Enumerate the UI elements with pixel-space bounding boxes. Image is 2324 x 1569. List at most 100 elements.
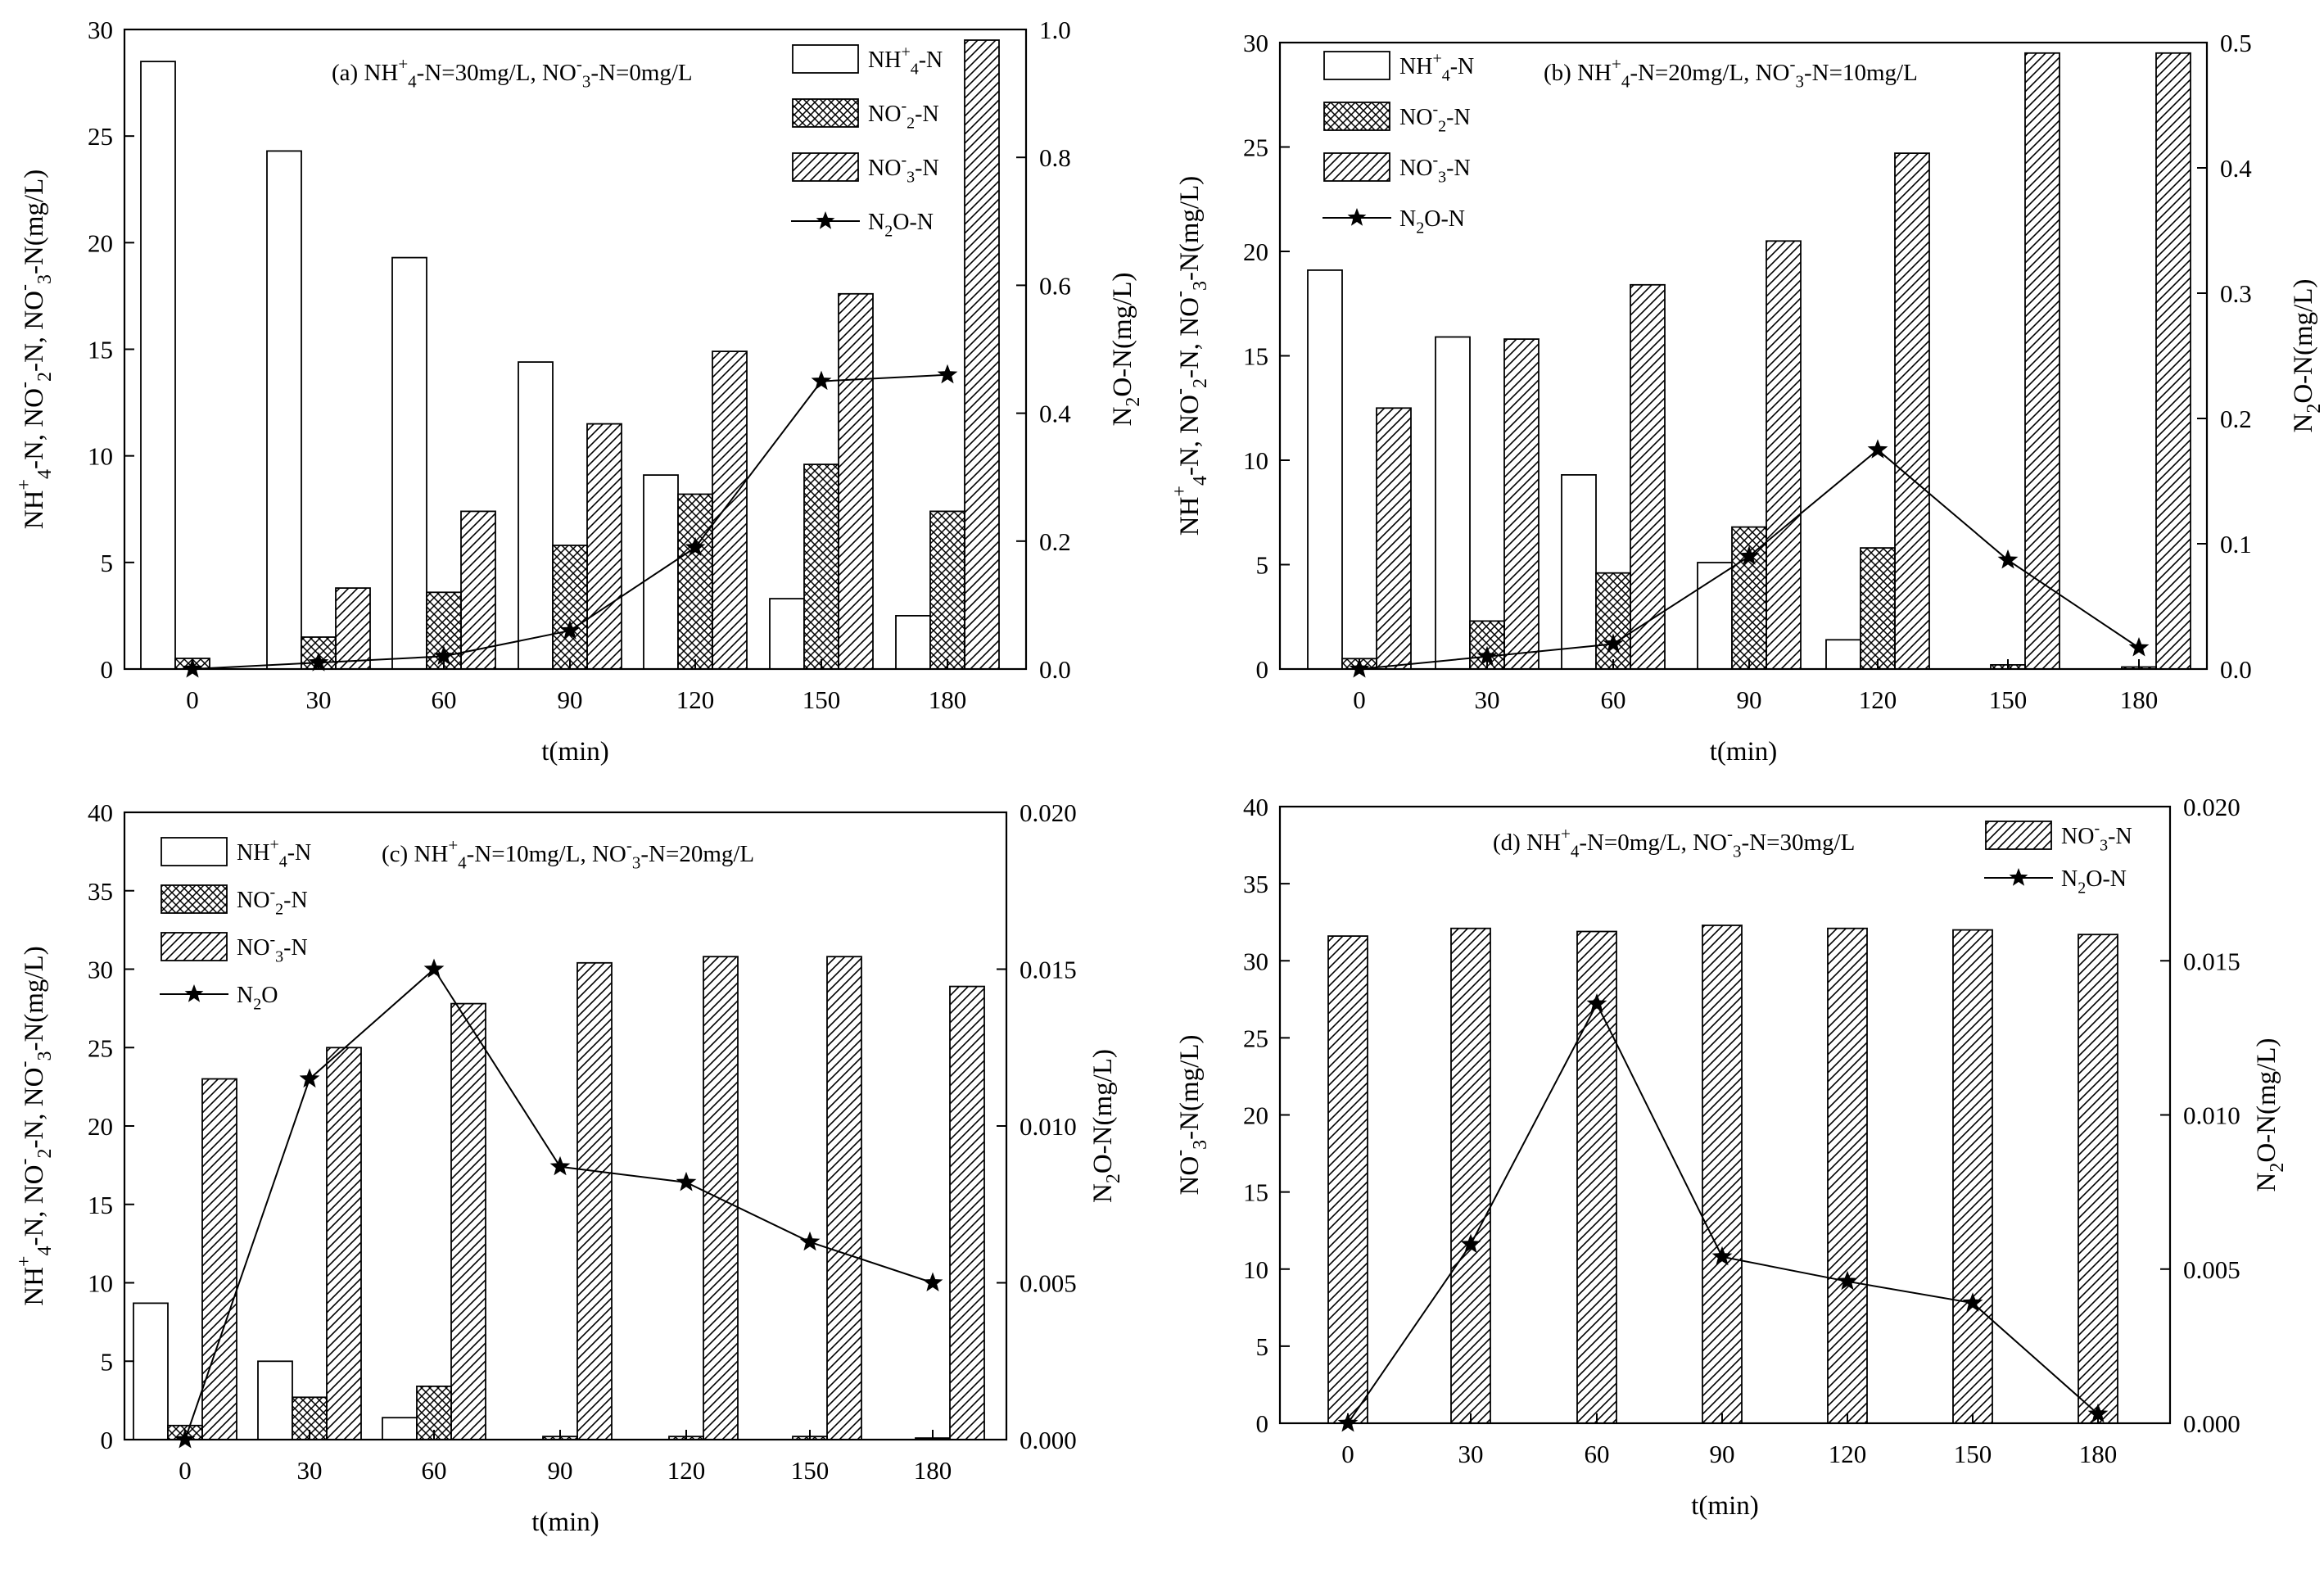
bar-d-diagonal-60: [1576, 930, 1617, 1424]
bar-b-empty-0: [1307, 269, 1343, 670]
ytick-right-label-b-0.1: 0.1: [2220, 530, 2252, 558]
point-c-n2o-120: [676, 1171, 697, 1191]
xtick-label-b-120: 120: [1859, 685, 1897, 714]
legend-b: NH+4​-N NO-2​-N NO-3​-N N2O-N: [1323, 49, 1474, 237]
ytick-right-label-b-0.0: 0.0: [2220, 655, 2252, 684]
legend-swatch-c-crosshatch: [161, 884, 228, 914]
bar-a-empty-150: [769, 598, 805, 670]
ytick-label-d-20: 20: [1243, 1101, 1268, 1130]
legend-label-c-1: NO-2​-N: [237, 883, 308, 918]
point-b-n2o-120: [1867, 439, 1888, 459]
bar-b-diagonal-120: [1894, 152, 1930, 670]
ytick-label-c-10: 10: [88, 1269, 113, 1298]
point-b-n2o-150: [1997, 549, 2019, 569]
ytick-right-label-a-0.6: 0.6: [1039, 271, 1071, 300]
bar-c-diagonal-180: [949, 985, 985, 1440]
point-d-n2o-30: [1460, 1233, 1481, 1254]
legend-label-b-1: NO-2​-N: [1399, 100, 1471, 135]
bar-c-empty-30: [257, 1360, 293, 1441]
bar-c-diagonal-90: [576, 961, 613, 1440]
ytick-right-label-d-0.020: 0.020: [2183, 793, 2240, 821]
ytick-label-d-5: 5: [1256, 1332, 1269, 1361]
bar-c-empty-60: [382, 1417, 418, 1440]
ytick-right-label-b-0.4: 0.4: [2220, 154, 2252, 183]
ytick-label-a-5: 5: [101, 549, 114, 577]
ytick-right-label-a-0.0: 0.0: [1039, 655, 1071, 684]
legend-swatch-b-diagonal: [1323, 152, 1390, 182]
panel-c: 0 5 10 15 20 25 30 35 40 0.000 0.005 0.010 0.015 0.02…: [14, 798, 1124, 1537]
point-c-n2o-60: [423, 958, 445, 978]
point-a-n2o-60: [433, 645, 454, 665]
point-c-n2o-90: [549, 1155, 571, 1176]
point-a-n2o-150: [811, 370, 832, 391]
legend-swatch-b-crosshatch: [1323, 102, 1390, 131]
x-axis-label-a: t(min): [541, 737, 608, 766]
legend-label-d-0: NO-3​-N: [2061, 819, 2132, 854]
xtick-label-c-90: 90: [548, 1456, 573, 1485]
ytick-label-b-20: 20: [1243, 237, 1268, 266]
bar-a-diagonal-150: [838, 292, 874, 670]
xtick-label-d-30: 30: [1458, 1440, 1484, 1468]
ytick-label-d-25: 25: [1243, 1024, 1268, 1052]
panel-annotation-b: (b) NH+4​-N=20mg/L, NO-3​-N=10mg/L: [1544, 54, 1918, 92]
ytick-right-label-c-0.015: 0.015: [1020, 956, 1077, 984]
legend-label-c-2: NO-3​-N: [237, 930, 308, 965]
bar-d-diagonal-150: [1952, 929, 1993, 1424]
xtick-label-d-150: 150: [1954, 1440, 1992, 1468]
bar-a-diagonal-60: [460, 510, 496, 670]
legend-star-icon-d: [2009, 868, 2028, 886]
bar-a-empty-30: [266, 150, 302, 670]
bar-b-empty-30: [1435, 336, 1471, 670]
point-a-n2o-90: [559, 620, 581, 640]
point-a-n2o-180: [937, 364, 958, 384]
line-c-n2o: [184, 967, 934, 1440]
bar-c-diagonal-150: [826, 956, 862, 1440]
ytick-label-d-15: 15: [1243, 1178, 1268, 1207]
bar-b-diagonal-60: [1630, 283, 1666, 670]
legend-star-icon-b: [1347, 208, 1367, 226]
ytick-right-label-c-0.020: 0.020: [1020, 798, 1077, 827]
ytick-right-label-a-0.2: 0.2: [1039, 527, 1071, 556]
xtick-label-c-150: 150: [791, 1456, 830, 1485]
panel-a: 0 5 10 15 20 25 30 0.0 0.2 0.4 0.6 0.8 1.0 0 30 60 90 120…: [14, 16, 1144, 766]
y-axis-right-label-c: N2O-N(mg/L): [1088, 1049, 1124, 1203]
bar-a-crosshatch-150: [803, 463, 839, 670]
ytick-label-a-30: 30: [88, 16, 113, 44]
ytick-right-label-c-0.005: 0.005: [1020, 1269, 1077, 1298]
point-b-n2o-30: [1476, 645, 1498, 666]
xtick-label-a-120: 120: [676, 685, 715, 714]
ytick-right-label-b-0.2: 0.2: [2220, 405, 2252, 433]
xtick-label-d-180: 180: [2079, 1440, 2118, 1468]
ytick-label-b-5: 5: [1256, 551, 1269, 580]
bar-b-diagonal-0: [1376, 407, 1412, 670]
ytick-right-label-d-0.005: 0.005: [2183, 1255, 2240, 1284]
xtick-label-c-30: 30: [297, 1456, 323, 1485]
ytick-right-label-b-0.5: 0.5: [2220, 29, 2252, 57]
ytick-label-a-20: 20: [88, 228, 113, 257]
legend-d: NO-3​-N N2O-N: [1984, 819, 2132, 897]
ytick-label-b-30: 30: [1243, 29, 1268, 57]
ytick-label-c-30: 30: [88, 956, 113, 984]
y-axis-label-d: NO-3​-N(mg/L): [1169, 1035, 1211, 1196]
x-axis-label-c: t(min): [531, 1508, 599, 1537]
ytick-label-d-30: 30: [1243, 947, 1268, 975]
bar-b-crosshatch-60: [1595, 572, 1631, 670]
ytick-label-c-5: 5: [101, 1347, 114, 1376]
bar-b-diagonal-150: [2024, 52, 2060, 670]
ytick-right-label-a-0.4: 0.4: [1039, 400, 1071, 428]
legend-label-c-0: NH+4​-N: [237, 835, 311, 870]
legend-swatch-b-empty: [1323, 51, 1390, 80]
xtick-label-b-150: 150: [1989, 685, 2028, 714]
bar-b-diagonal-180: [2155, 52, 2191, 670]
legend-label-c-3: N2O: [237, 983, 278, 1013]
point-d-n2o-120: [1837, 1270, 1858, 1291]
ytick-right-label-c-0.010: 0.010: [1020, 1112, 1077, 1141]
legend-swatch-a-crosshatch: [792, 98, 859, 128]
point-a-n2o-120: [685, 536, 706, 557]
panel-annotation-a: (a) NH+4​-N=30mg/L, NO-3​-N=0mg/L: [332, 54, 693, 92]
legend-label-d-1: N2O-N: [2061, 866, 2127, 897]
point-b-n2o-60: [1603, 633, 1624, 653]
ytick-right-label-d-0.010: 0.010: [2183, 1101, 2240, 1130]
ytick-label-b-10: 10: [1243, 446, 1268, 475]
ytick-right-label-d-0.015: 0.015: [2183, 947, 2240, 975]
